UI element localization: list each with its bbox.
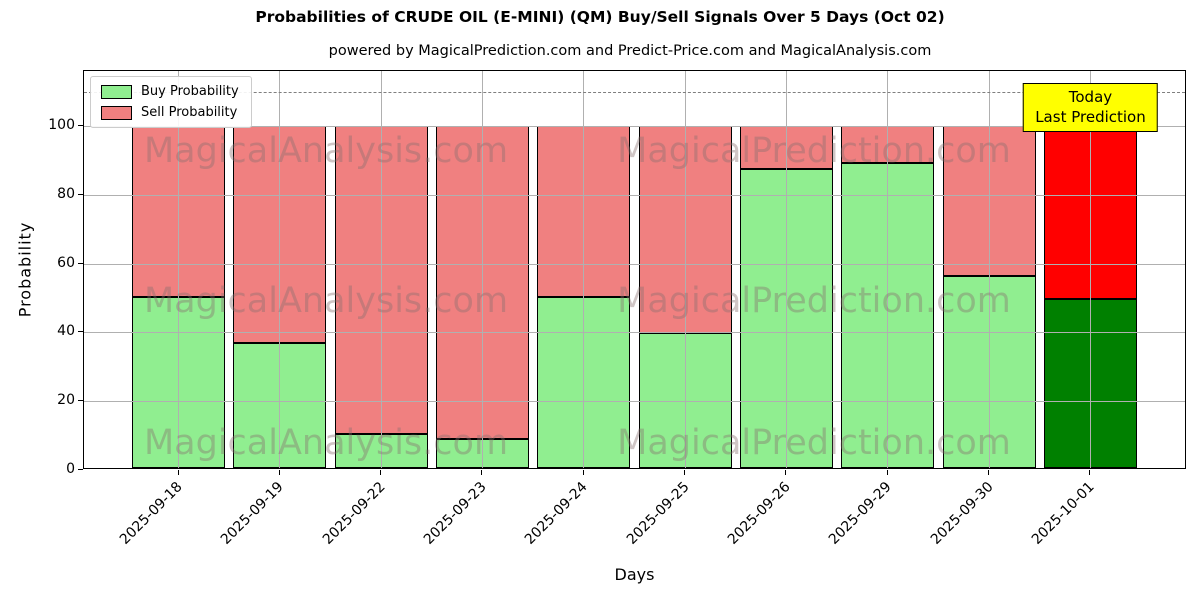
gridline-vertical [178, 71, 179, 468]
legend-item-sell: Sell Probability [101, 105, 239, 120]
x-axis-label: Days [614, 565, 655, 584]
y-tick-mark [78, 125, 83, 127]
gridline-vertical [684, 71, 686, 468]
gridline-vertical [785, 71, 787, 468]
x-tick-mark [886, 470, 888, 475]
gridline-vertical [279, 71, 281, 468]
gridline-horizontal [84, 263, 1185, 265]
x-tick-label-text: 2025-09-23 [420, 479, 490, 548]
gridline-vertical [988, 71, 990, 468]
y-tick-label: 0 [66, 461, 75, 477]
y-tick-mark [78, 400, 83, 402]
y-tick-label: 60 [57, 254, 75, 271]
x-tick-label-text: 2025-09-30 [927, 479, 997, 548]
x-tick-mark [1089, 470, 1091, 475]
legend-label-buy: Buy Probability [141, 84, 239, 99]
gridline-vertical [583, 71, 585, 468]
y-tick-label: 100 [48, 117, 75, 134]
x-tick-label-text: 2025-09-24 [522, 479, 592, 548]
x-tick-label-text: 2025-09-19 [218, 479, 288, 548]
x-tick-mark [177, 470, 179, 475]
y-tick-mark [78, 469, 83, 470]
x-tick-label-text: 2025-09-22 [319, 479, 389, 548]
today-annotation-line1: Today [1068, 88, 1113, 106]
x-tick-label-text: 2025-09-29 [826, 479, 896, 548]
legend: Buy Probability Sell Probability [90, 76, 252, 128]
gridline-vertical [481, 71, 483, 468]
y-tick-mark [78, 193, 83, 195]
x-tick-label-text: 2025-09-25 [623, 479, 693, 548]
x-tick-mark [481, 470, 483, 475]
x-tick-label-text: 2025-09-18 [116, 479, 186, 548]
x-tick-mark [684, 470, 686, 475]
buy-color-swatch [101, 84, 132, 99]
gridline-vertical [887, 71, 889, 468]
y-tick-mark [78, 262, 83, 264]
sell-color-swatch [101, 105, 132, 120]
today-annotation-line2: Last Prediction [1035, 108, 1146, 127]
chart-title: Probabilities of CRUDE OIL (E-MINI) (QM)… [255, 8, 945, 26]
legend-item-buy: Buy Probability [101, 84, 239, 99]
x-tick-mark [988, 470, 990, 475]
gridline-horizontal [84, 332, 1185, 334]
today-annotation: Today Last Prediction [1023, 83, 1158, 132]
x-tick-mark [785, 470, 787, 475]
gridline-horizontal [84, 401, 1185, 403]
threshold-dashed-line [84, 91, 1185, 93]
y-tick-label: 40 [57, 323, 75, 340]
legend-label-sell: Sell Probability [141, 105, 238, 120]
x-tick-label-text: 2025-09-26 [724, 479, 794, 548]
gridline-horizontal [84, 194, 1185, 196]
x-tick-mark [380, 470, 382, 475]
plot-area: Buy Probability Sell Probability Today L… [83, 70, 1186, 469]
gridline-horizontal [84, 126, 1185, 128]
y-tick-mark [78, 331, 83, 333]
gridline-vertical [1089, 71, 1091, 468]
y-tick-label: 20 [57, 392, 75, 409]
y-tick-label: 80 [57, 185, 75, 202]
gridline-vertical [380, 71, 382, 468]
x-tick-mark [582, 470, 584, 475]
chart-subtitle: powered by MagicalPrediction.com and Pre… [328, 43, 932, 59]
x-tick-mark [278, 470, 280, 475]
x-tick-label-text: 2025-10-01 [1028, 479, 1098, 548]
